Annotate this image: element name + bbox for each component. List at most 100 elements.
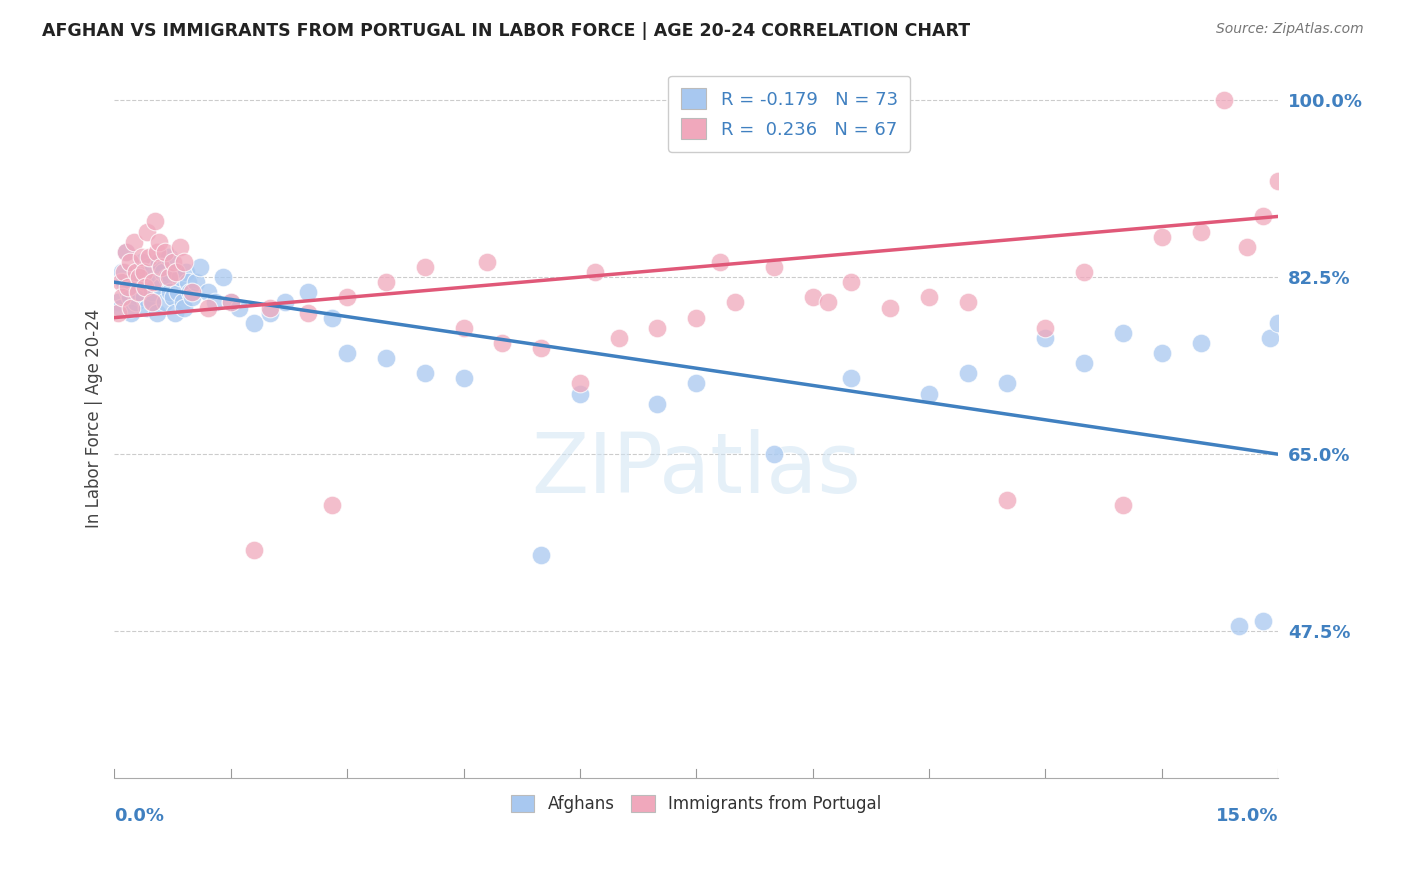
Point (143, 214, 166, 228)
Point (1251, 614, 1274, 628)
Point (181, 290, 204, 304)
Point (995, 492, 1018, 507)
Point (1073, 265, 1095, 279)
Point (177, 275, 200, 289)
Point (146, 244, 169, 259)
Point (647, 396, 669, 410)
Point (141, 295, 163, 310)
Point (530, 549, 553, 563)
Point (121, 305, 143, 319)
Point (197, 301, 219, 315)
Point (107, 305, 129, 319)
Point (128, 285, 150, 300)
Point (243, 543, 266, 558)
Point (122, 235, 145, 249)
Point (607, 331, 630, 345)
Point (1112, 326, 1135, 340)
Point (491, 335, 513, 350)
Point (142, 275, 165, 289)
Point (107, 295, 129, 310)
Point (297, 285, 319, 300)
Point (228, 301, 250, 315)
Point (375, 351, 398, 365)
Point (110, 275, 132, 289)
Point (136, 301, 159, 315)
Point (375, 275, 398, 289)
Point (762, 447, 785, 461)
Point (801, 290, 824, 304)
Point (131, 250, 153, 264)
Point (112, 265, 135, 279)
Point (117, 280, 139, 294)
Point (153, 295, 176, 310)
Point (131, 255, 153, 269)
Point (115, 244, 138, 259)
Point (995, 376, 1018, 391)
Point (475, 255, 498, 269)
Point (647, 320, 669, 334)
Point (173, 255, 195, 269)
Point (956, 366, 979, 380)
Point (134, 280, 156, 294)
Point (1267, 174, 1289, 188)
Point (149, 260, 172, 274)
Point (169, 240, 191, 254)
Text: Source: ZipAtlas.com: Source: ZipAtlas.com (1216, 22, 1364, 37)
Point (1212, 93, 1234, 107)
Point (173, 301, 195, 315)
Point (918, 386, 941, 401)
Point (336, 346, 359, 360)
Point (149, 280, 172, 294)
Point (336, 290, 359, 304)
Point (1260, 331, 1282, 345)
Point (132, 265, 155, 279)
Point (413, 260, 436, 274)
Legend: Afghans, Immigrants from Portugal: Afghans, Immigrants from Portugal (505, 789, 889, 820)
Point (1236, 240, 1258, 254)
Point (111, 290, 134, 304)
Point (111, 265, 134, 279)
Point (179, 285, 201, 300)
Point (117, 285, 139, 300)
Point (724, 295, 747, 310)
Point (143, 275, 166, 289)
Point (121, 301, 143, 315)
Point (167, 285, 190, 300)
Point (297, 305, 319, 319)
Point (1035, 331, 1057, 345)
Point (153, 244, 176, 259)
Text: ZIPatlas: ZIPatlas (531, 428, 862, 509)
Point (219, 295, 242, 310)
Point (163, 305, 186, 319)
Point (148, 235, 170, 249)
Point (583, 265, 606, 279)
Point (568, 376, 591, 391)
Point (1073, 356, 1095, 370)
Point (1189, 225, 1212, 239)
Point (1267, 316, 1289, 330)
Point (1112, 498, 1135, 512)
Point (817, 295, 839, 310)
Point (141, 285, 163, 300)
Point (172, 295, 194, 310)
Point (156, 270, 179, 285)
Point (1035, 320, 1057, 334)
Point (118, 290, 141, 304)
Point (122, 270, 145, 285)
Text: 15.0%: 15.0% (1216, 806, 1278, 825)
Point (259, 305, 281, 319)
Point (841, 275, 863, 289)
Point (956, 295, 979, 310)
Point (115, 244, 138, 259)
Point (152, 265, 174, 279)
Point (1150, 229, 1173, 244)
Point (841, 371, 863, 385)
Point (134, 275, 156, 289)
Point (568, 386, 591, 401)
Point (413, 366, 436, 380)
Point (1150, 346, 1173, 360)
Point (148, 255, 170, 269)
Point (142, 295, 165, 310)
Point (138, 260, 160, 274)
Point (321, 310, 343, 325)
